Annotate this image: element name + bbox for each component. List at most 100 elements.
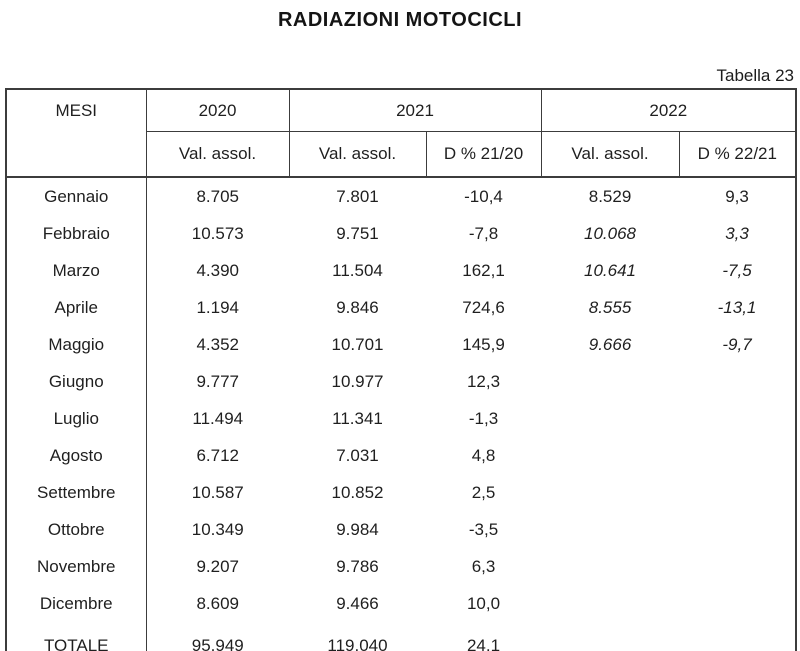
month-cell: Maggio: [6, 326, 147, 363]
table-row: Dicembre 8.609 9.466 10,0: [6, 585, 797, 622]
val-2022-cell: [541, 363, 680, 400]
val-2022-cell: 10.068: [541, 215, 680, 252]
table-row: Giugno 9.777 10.977 12,3: [6, 363, 797, 400]
delta-22-21-cell: -9,7: [679, 326, 797, 363]
table-row: Marzo 4.390 11.504 162,1 10.641 -7,5: [6, 252, 797, 289]
val-2022-cell: [541, 437, 680, 474]
month-cell: Agosto: [6, 437, 147, 474]
header-delta-22-21: D % 22/21: [679, 131, 797, 178]
delta-22-21-cell: [679, 400, 797, 437]
delta-22-21-cell: 3,3: [679, 215, 797, 252]
total-delta-21-20-cell: 24,1: [426, 622, 542, 651]
table-header: MESI 2020 2021 2022 Val. assol. Val. ass…: [6, 89, 797, 178]
val-2022-cell: 10.641: [541, 252, 680, 289]
val-2020-cell: 10.587: [146, 474, 289, 511]
delta-21-20-cell: 12,3: [426, 363, 542, 400]
val-2022-cell: 9.666: [541, 326, 680, 363]
delta-21-20-cell: 6,3: [426, 548, 542, 585]
header-year-2021: 2021: [289, 89, 542, 132]
header-mesi: MESI: [6, 89, 147, 178]
delta-22-21-cell: [679, 437, 797, 474]
delta-21-20-cell: 4,8: [426, 437, 542, 474]
delta-21-20-cell: 145,9: [426, 326, 542, 363]
delta-21-20-cell: 724,6: [426, 289, 542, 326]
delta-22-21-cell: [679, 363, 797, 400]
table-row: Settembre 10.587 10.852 2,5: [6, 474, 797, 511]
val-2020-cell: 9.207: [146, 548, 289, 585]
month-cell: Giugno: [6, 363, 147, 400]
month-cell: Marzo: [6, 252, 147, 289]
delta-21-20-cell: -3,5: [426, 511, 542, 548]
val-2020-cell: 8.705: [146, 177, 289, 215]
val-2021-cell: 10.852: [289, 474, 426, 511]
delta-21-20-cell: -7,8: [426, 215, 542, 252]
table-caption: Tabella 23: [716, 66, 794, 85]
val-2020-cell: 11.494: [146, 400, 289, 437]
table-row: Febbraio 10.573 9.751 -7,8 10.068 3,3: [6, 215, 797, 252]
table-row: Gennaio 8.705 7.801 -10,4 8.529 9,3: [6, 177, 797, 215]
val-2021-cell: 10.977: [289, 363, 426, 400]
val-2021-cell: 10.701: [289, 326, 426, 363]
page-title: RADIAZIONI MOTOCICLI: [277, 9, 523, 31]
val-2022-cell: [541, 474, 680, 511]
month-cell: Dicembre: [6, 585, 147, 622]
total-label-cell: TOTALE: [6, 622, 147, 651]
val-2021-cell: 9.466: [289, 585, 426, 622]
delta-22-21-cell: [679, 511, 797, 548]
header-val-assol-2022: Val. assol.: [541, 131, 680, 178]
val-2020-cell: 4.352: [146, 326, 289, 363]
table-row: Maggio 4.352 10.701 145,9 9.666 -9,7: [6, 326, 797, 363]
val-2020-cell: 8.609: [146, 585, 289, 622]
val-2020-cell: 6.712: [146, 437, 289, 474]
val-2020-cell: 10.349: [146, 511, 289, 548]
delta-22-21-cell: -13,1: [679, 289, 797, 326]
val-2021-cell: 7.801: [289, 177, 426, 215]
val-2021-cell: 9.846: [289, 289, 426, 326]
total-row: TOTALE 95.949 119.040 24,1: [6, 622, 797, 651]
val-2021-cell: 9.751: [289, 215, 426, 252]
delta-21-20-cell: 2,5: [426, 474, 542, 511]
val-2021-cell: 11.504: [289, 252, 426, 289]
month-cell: Settembre: [6, 474, 147, 511]
month-cell: Novembre: [6, 548, 147, 585]
header-val-assol-2021: Val. assol.: [289, 131, 427, 178]
table-row: Luglio 11.494 11.341 -1,3: [6, 400, 797, 437]
val-2021-cell: 11.341: [289, 400, 426, 437]
val-2022-cell: 8.529: [541, 177, 680, 215]
total-val-2022-cell: [541, 622, 680, 651]
delta-21-20-cell: -1,3: [426, 400, 542, 437]
total-delta-22-21-cell: [679, 622, 797, 651]
table-body: Gennaio 8.705 7.801 -10,4 8.529 9,3 Febb…: [6, 177, 797, 651]
val-2020-cell: 9.777: [146, 363, 289, 400]
total-val-2020-cell: 95.949: [146, 622, 289, 651]
month-cell: Aprile: [6, 289, 147, 326]
total-val-2021-cell: 119.040: [289, 622, 426, 651]
delta-22-21-cell: [679, 474, 797, 511]
month-cell: Luglio: [6, 400, 147, 437]
val-2022-cell: 8.555: [541, 289, 680, 326]
month-cell: Ottobre: [6, 511, 147, 548]
delta-21-20-cell: 10,0: [426, 585, 542, 622]
delta-22-21-cell: [679, 585, 797, 622]
radiazioni-motocicli-table: MESI 2020 2021 2022 Val. assol. Val. ass…: [5, 88, 798, 651]
delta-22-21-cell: 9,3: [679, 177, 797, 215]
val-2020-cell: 10.573: [146, 215, 289, 252]
val-2022-cell: [541, 548, 680, 585]
val-2020-cell: 1.194: [146, 289, 289, 326]
table-row: Novembre 9.207 9.786 6,3: [6, 548, 797, 585]
val-2021-cell: 9.984: [289, 511, 426, 548]
val-2020-cell: 4.390: [146, 252, 289, 289]
delta-22-21-cell: [679, 548, 797, 585]
table-row: Aprile 1.194 9.846 724,6 8.555 -13,1: [6, 289, 797, 326]
table-row: Ottobre 10.349 9.984 -3,5: [6, 511, 797, 548]
delta-22-21-cell: -7,5: [679, 252, 797, 289]
val-2022-cell: [541, 585, 680, 622]
val-2021-cell: 7.031: [289, 437, 426, 474]
table-row: Agosto 6.712 7.031 4,8: [6, 437, 797, 474]
val-2021-cell: 9.786: [289, 548, 426, 585]
header-delta-21-20: D % 21/20: [426, 131, 542, 178]
month-cell: Febbraio: [6, 215, 147, 252]
val-2022-cell: [541, 400, 680, 437]
header-val-assol-2020: Val. assol.: [146, 131, 290, 178]
